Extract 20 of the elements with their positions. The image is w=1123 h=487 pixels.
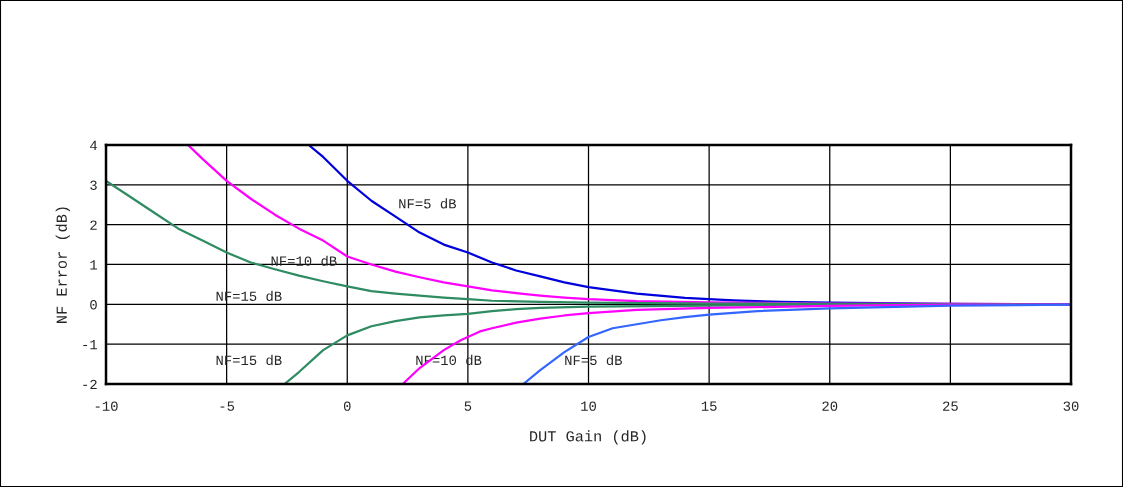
x-tick-label: -5 bbox=[220, 401, 235, 411]
y-tick-label: 3 bbox=[90, 180, 97, 190]
x-tick-label: 5 bbox=[464, 401, 472, 411]
x-tick-label: 15 bbox=[701, 401, 717, 411]
y-tick-label: 1 bbox=[90, 260, 98, 270]
x-tick-label: 10 bbox=[581, 401, 596, 411]
y-tick-label: -1 bbox=[83, 340, 97, 350]
x-axis-title: DUT Gain (dB) bbox=[530, 430, 646, 445]
y-tick-label: 2 bbox=[90, 220, 97, 230]
y-axis-title: NF Error (dB) bbox=[55, 207, 70, 323]
x-tick-label: 25 bbox=[943, 401, 958, 411]
x-tick-label: 30 bbox=[1063, 401, 1079, 411]
x-tick-label: 20 bbox=[822, 401, 838, 411]
x-tick-label: -10 bbox=[95, 401, 118, 411]
y-tick-label: 4 bbox=[90, 140, 97, 151]
x-tick-label: 0 bbox=[343, 401, 351, 411]
y-tick-label: 0 bbox=[90, 300, 97, 310]
annotation: NF=5 dB bbox=[399, 198, 456, 209]
y-tick-label: -2 bbox=[83, 379, 97, 390]
annotation: NF=10 dB bbox=[271, 255, 337, 266]
